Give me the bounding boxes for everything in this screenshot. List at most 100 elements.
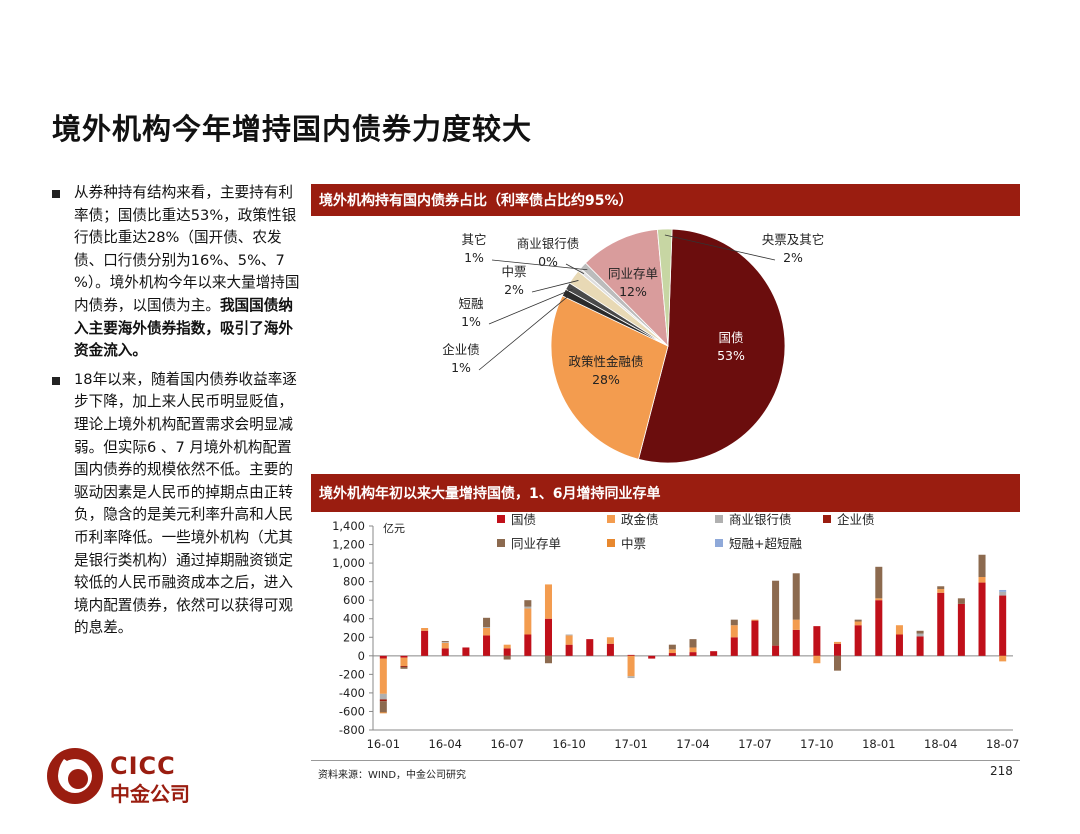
legend-swatch	[607, 515, 615, 523]
legend-label: 政金债	[621, 512, 659, 527]
bar-segment	[854, 621, 862, 626]
bar-segment	[441, 640, 449, 642]
pie-slice-label: 其它	[461, 232, 486, 247]
bar-segment	[668, 649, 676, 654]
bullet-bold-text: 我国国债纳入主要海外债券指数，吸引了海外资金流入。	[74, 296, 293, 360]
bar-segment	[606, 643, 614, 656]
bar-segment	[916, 636, 924, 656]
bar-segment	[441, 642, 449, 649]
bar-segment	[524, 606, 532, 609]
bar-segment	[400, 655, 408, 658]
x-tick-label: 17-07	[738, 737, 771, 751]
x-tick-label: 16-07	[490, 737, 523, 751]
bar-segment	[586, 639, 594, 656]
bullet-item: 从券种持有结构来看，主要持有利率债；国债比重达53%，政策性银行债比重达28%（…	[52, 182, 302, 363]
pie-leader-line	[664, 234, 776, 261]
pie-chart-title: 境外机构持有国内债券占比（利率债占比约95%）	[311, 184, 1020, 216]
bar-segment	[483, 628, 491, 636]
bar-segment	[441, 648, 449, 656]
bar-segment	[400, 666, 408, 667]
pie-slice-percent: 1%	[451, 360, 471, 375]
pie-leader-line	[488, 288, 573, 325]
bar-segment	[421, 630, 429, 656]
pie-slice-percent: 12%	[619, 284, 647, 299]
y-tick-label: 1,000	[332, 556, 365, 570]
y-tick-label: -600	[339, 704, 365, 718]
y-tick-label: -400	[339, 686, 365, 700]
bar-segment	[792, 619, 800, 630]
bar-segment	[379, 701, 387, 713]
bullet-square-icon	[52, 376, 60, 385]
bar-segment	[627, 676, 635, 679]
bar-segment	[379, 712, 387, 714]
bar-segment	[772, 580, 780, 646]
bar-segment	[834, 643, 842, 656]
pie-slice-label: 央票及其它	[762, 232, 825, 247]
y-tick-label: 800	[343, 575, 365, 589]
pie-slice-label: 政策性金融债	[568, 354, 643, 369]
bar-segment	[751, 620, 759, 656]
pie-slice-label: 国债	[718, 330, 743, 345]
bar-segment	[689, 639, 697, 648]
bar-segment	[627, 654, 635, 656]
bar-segment	[792, 573, 800, 620]
bar-segment	[441, 641, 449, 643]
bar-segment	[730, 637, 738, 656]
bullet-list: 从券种持有结构来看，主要持有利率债；国债比重达53%，政策性银行债比重达28%（…	[52, 182, 302, 646]
legend-swatch	[607, 539, 615, 547]
bar-segment	[689, 652, 697, 656]
bar-segment	[379, 693, 387, 700]
bar-segment	[999, 591, 1007, 596]
bar-segment	[978, 582, 986, 656]
bar-segment	[875, 566, 883, 599]
bar-segment	[978, 554, 986, 577]
bar-segment	[875, 598, 883, 601]
bar-segment	[999, 595, 1007, 656]
y-tick-label: 0	[358, 649, 365, 663]
pie-slice-percent: 53%	[717, 348, 745, 363]
bar-segment	[668, 653, 676, 656]
legend-label: 同业存单	[511, 536, 561, 551]
bar-segment	[379, 658, 387, 694]
x-tick-label: 18-07	[986, 737, 1019, 751]
legend-label: 国债	[511, 512, 536, 527]
bar-segment	[834, 641, 842, 644]
pie-slice	[656, 228, 673, 347]
bar-segment	[400, 657, 408, 667]
bar-segment	[916, 630, 924, 634]
bar-segment	[462, 647, 470, 656]
bar-segment	[978, 577, 986, 583]
x-tick-label: 17-01	[614, 737, 647, 751]
bar-segment	[937, 589, 945, 593]
bar-segment	[999, 655, 1007, 662]
bar-segment	[999, 589, 1007, 592]
x-tick-label: 18-01	[862, 737, 895, 751]
bar-segment	[400, 666, 408, 669]
bullet-text: 从券种持有结构来看，主要持有利率债；国债比重达53%，政策性银行债比重达28%（…	[74, 184, 300, 314]
footer-divider	[311, 760, 1020, 761]
x-tick-label: 18-04	[924, 737, 957, 751]
bar-segment	[565, 635, 573, 645]
bar-segment	[565, 644, 573, 656]
legend-swatch	[497, 515, 505, 523]
legend-label: 中票	[621, 536, 646, 551]
y-tick-label: 600	[343, 593, 365, 607]
bar-segment	[421, 628, 429, 631]
x-tick-label: 17-04	[676, 737, 709, 751]
page-number: 218	[990, 764, 1013, 778]
cicc-logo-icon	[47, 748, 103, 804]
bar-segment	[875, 600, 883, 656]
bar-segment	[854, 625, 862, 656]
bar-segment	[813, 655, 821, 664]
bullet-square-icon	[52, 190, 60, 198]
bar-segment	[730, 625, 738, 638]
bar-segment	[834, 655, 842, 671]
bar-segment	[379, 699, 387, 702]
x-tick-label: 16-10	[552, 737, 585, 751]
bar-segment	[627, 655, 635, 677]
legend-swatch	[823, 515, 831, 523]
logo-text-en: CICC	[110, 752, 176, 780]
y-axis-unit-label: 亿元	[383, 522, 405, 535]
bar-segment	[937, 586, 945, 590]
bar-segment	[895, 634, 903, 656]
